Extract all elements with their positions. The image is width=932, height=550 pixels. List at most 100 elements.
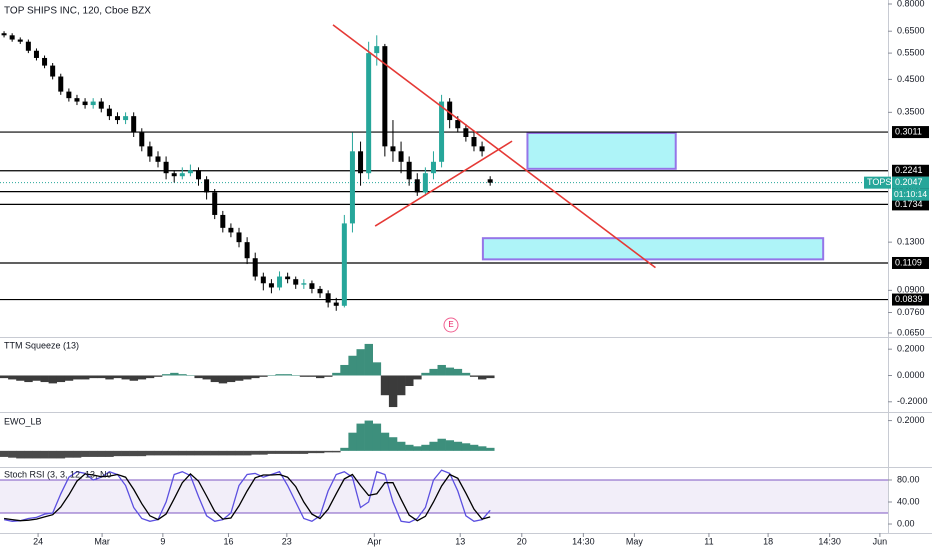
histogram-bar [388, 375, 398, 408]
y-tick-label: 0.0000 [897, 370, 925, 380]
histogram-bar [186, 375, 195, 376]
candle-body [333, 302, 339, 306]
candle-body [293, 279, 299, 285]
histogram-bar [486, 447, 495, 451]
histogram-bar [469, 375, 479, 377]
histogram-bar [437, 364, 446, 376]
histogram-bar [121, 375, 130, 380]
histogram-bar [226, 375, 236, 383]
trend-line [374, 140, 513, 227]
histogram-bar [162, 374, 171, 376]
y-tick-label: 0.4500 [897, 74, 925, 84]
histogram-bar [32, 375, 41, 381]
level-label: 0.3011 [895, 126, 922, 136]
candle-body [212, 192, 218, 215]
chart-title: TOP SHIPS INC, 120, Cboe BZX [4, 6, 151, 17]
histogram-bar [210, 375, 220, 383]
candle-body [398, 151, 404, 162]
candle-body [66, 91, 72, 99]
histogram-bar [129, 375, 139, 381]
histogram-bar [356, 423, 365, 451]
candle-body [33, 50, 39, 58]
histogram-bar [445, 367, 455, 376]
histogram-bar [397, 441, 406, 451]
candle-body [123, 116, 129, 121]
candle-body [439, 101, 445, 162]
candle-body [374, 46, 380, 54]
histogram-bar [445, 440, 455, 451]
histogram-bar [186, 450, 195, 456]
histogram-bar [348, 432, 357, 451]
candle-body [455, 120, 461, 129]
x-tick-label: 14:30 [818, 536, 841, 546]
candle-body [114, 116, 120, 121]
histogram-bar [81, 450, 90, 457]
x-tick-label: 14:30 [572, 536, 595, 546]
histogram-bar [234, 450, 244, 456]
candle-body [341, 223, 347, 306]
event-marker[interactable] [443, 317, 459, 333]
histogram-bar [461, 372, 471, 376]
candle-body [179, 173, 185, 177]
level-label-box [892, 256, 929, 269]
symbol-label: TOPS [867, 177, 891, 187]
histogram-bar [243, 450, 252, 456]
histogram-bar [429, 368, 438, 376]
candle-body [349, 151, 355, 224]
candle-body [228, 227, 234, 233]
candle-body [479, 146, 485, 152]
candle-body [98, 101, 104, 109]
candle-body [50, 65, 56, 77]
candle-body [414, 179, 420, 193]
histogram-bar [469, 444, 479, 451]
histogram-bar [315, 375, 325, 379]
histogram-bar [251, 375, 260, 379]
histogram-bar [121, 450, 130, 457]
candle-body [252, 258, 258, 277]
x-tick-label: 16 [223, 536, 233, 546]
histogram-bar [81, 375, 90, 380]
histogram-bar [137, 450, 147, 457]
x-tick-label: Jun [873, 536, 888, 546]
histogram-bar [202, 375, 211, 380]
last-price-label: 0.2047 [895, 177, 923, 187]
candle-body [106, 108, 112, 117]
candle-body [17, 39, 23, 42]
histogram-bar [234, 375, 244, 381]
y-tick-label: 0.5500 [897, 47, 925, 57]
histogram-bar [113, 450, 122, 457]
histogram-bar [129, 450, 139, 457]
histogram-bar [356, 349, 365, 376]
histogram-bar [299, 375, 309, 377]
histogram-bar [113, 375, 122, 379]
histogram-bar [372, 362, 382, 376]
level-label: 0.1734 [895, 199, 923, 209]
histogram-bar [397, 375, 406, 396]
histogram-bar [453, 441, 463, 451]
candle-body [285, 276, 291, 280]
y-tick-label: 40.00 [897, 496, 920, 506]
histogram-bar [405, 375, 414, 387]
histogram-bar [380, 375, 390, 396]
histogram-bar [202, 450, 211, 456]
x-tick-label: 13 [455, 536, 465, 546]
histogram-bar [372, 423, 382, 451]
band-fill [0, 479, 888, 514]
y-tick-label: 0.00 [897, 518, 915, 528]
candle-body [260, 276, 266, 284]
histogram-bar [170, 372, 179, 376]
level-label: 0.2241 [895, 165, 923, 175]
histogram-bar [275, 374, 284, 376]
histogram-bar [178, 450, 187, 456]
y-tick-label: 0.1300 [897, 237, 925, 247]
histogram-bar [413, 446, 422, 451]
candle-body [42, 57, 48, 66]
stoch-line [4, 472, 491, 522]
level-label: 0.1109 [895, 257, 922, 267]
candle-body [236, 232, 242, 243]
histogram-bar [8, 450, 17, 458]
level-label-box [892, 293, 929, 306]
histogram-bar [226, 450, 236, 456]
histogram-bar [40, 375, 49, 383]
